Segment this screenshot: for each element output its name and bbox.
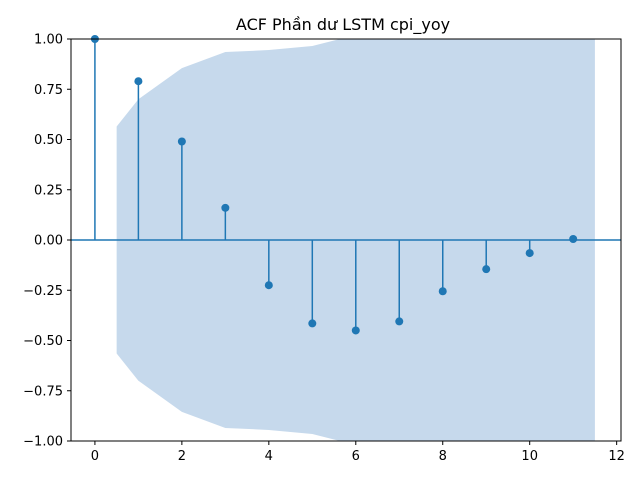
y-tick-label: 0.00 <box>34 234 63 249</box>
x-tick-label: 10 <box>521 449 538 464</box>
stem-marker-lag-2 <box>177 137 186 146</box>
x-tick-label: 12 <box>608 449 625 464</box>
stem-layer <box>90 35 578 335</box>
y-tick-label: 0.25 <box>34 183 63 198</box>
stem-marker-lag-11 <box>569 234 578 243</box>
stem-marker-lag-7 <box>395 317 404 326</box>
x-tick-label: 6 <box>352 449 360 464</box>
stem-marker-lag-9 <box>482 265 491 274</box>
y-tick-label: 1.00 <box>34 33 63 48</box>
stem-marker-lag-1 <box>134 77 143 86</box>
x-tick-label: 2 <box>178 449 186 464</box>
stem-marker-lag-5 <box>308 319 317 328</box>
stem-marker-lag-8 <box>438 287 447 296</box>
chart-title: ACF Phần dư LSTM cpi_yoy <box>236 15 450 35</box>
y-tick-label: 0.50 <box>34 133 63 148</box>
stem-marker-lag-10 <box>525 249 534 258</box>
stem-marker-lag-6 <box>351 326 360 335</box>
y-tick-label: −0.25 <box>23 284 63 299</box>
stem-marker-lag-3 <box>221 203 230 212</box>
y-axis-ticks: −1.00 −0.75 −0.50 −0.25 0.00 0.25 0.50 0.75 1.00 <box>23 33 71 450</box>
x-tick-label: 4 <box>265 449 273 464</box>
stem-marker-lag-4 <box>264 281 273 290</box>
y-tick-label: −0.50 <box>23 334 63 349</box>
y-tick-label: 0.75 <box>34 83 63 98</box>
y-tick-label: −1.00 <box>23 435 63 450</box>
x-tick-label: 8 <box>439 449 447 464</box>
x-tick-label: 0 <box>91 449 99 464</box>
y-tick-label: −0.75 <box>23 384 63 399</box>
x-axis-ticks: 0 2 4 6 8 10 12 <box>91 441 625 464</box>
